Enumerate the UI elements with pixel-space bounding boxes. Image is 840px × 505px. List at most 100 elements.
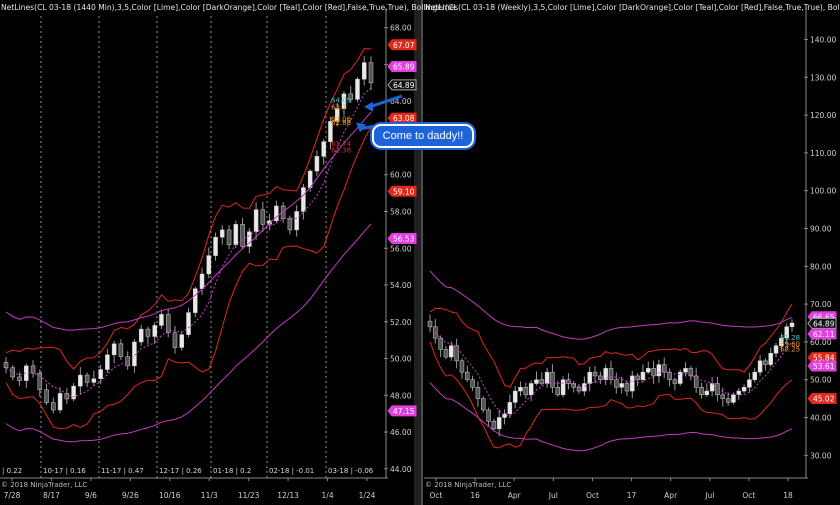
panel1-candle-body xyxy=(287,218,293,231)
panel1-candle xyxy=(301,184,306,220)
panel1-annotation-label: 62.88 xyxy=(331,119,351,127)
panel2-y-tick-label: 120.00 xyxy=(810,111,836,120)
panel1-candle-body xyxy=(165,314,171,334)
panel1-period-label: 11-17 | 0.47 xyxy=(101,467,144,475)
panel2-candle-body xyxy=(667,371,672,380)
panel1-x-tick-label: 1/4 xyxy=(322,491,334,500)
panel2-candle-body xyxy=(438,337,443,350)
panel2-candle-body xyxy=(747,379,752,388)
panel-separator xyxy=(414,0,423,505)
panel2-candle xyxy=(763,358,768,371)
panel2-y-tick-label: 140.00 xyxy=(810,35,836,44)
panel2-candle-body xyxy=(433,326,438,339)
panel1-candle-body xyxy=(361,62,367,80)
panel1-y-tick-label: 64.00 xyxy=(390,97,412,106)
panel2-x-tick-label: Jul xyxy=(548,491,558,500)
panel2-candle xyxy=(725,392,731,406)
panel1-candle xyxy=(91,370,97,386)
panel1-candle xyxy=(179,331,184,351)
panel2-candle xyxy=(438,335,443,358)
panel1-candle-body xyxy=(240,224,245,247)
panel1-candle xyxy=(186,307,191,338)
panel1-candle-body xyxy=(334,108,340,122)
panel2-candle-body xyxy=(640,371,646,380)
panel1-candle xyxy=(165,308,171,338)
panel2-candle-body xyxy=(560,379,566,396)
panel1-candle xyxy=(17,372,22,386)
panel2-candle-body xyxy=(757,360,763,373)
panel2-candle xyxy=(608,360,614,385)
panel2-candle-body xyxy=(427,320,433,328)
panel2-price-badge-label: 66.65 xyxy=(813,313,835,322)
panel2-candle xyxy=(470,375,475,392)
panel1-candle xyxy=(226,225,232,250)
panel2-candle xyxy=(752,368,757,383)
panel1-candle xyxy=(267,213,272,231)
panel1-candle xyxy=(193,286,198,318)
panel1-price-badge-shape xyxy=(387,60,417,72)
panel2-price-badge-shape xyxy=(807,317,837,329)
panel2-candle xyxy=(502,409,507,425)
panel1-candle-body xyxy=(64,393,70,400)
panel2-price-badge-shape xyxy=(807,328,837,340)
panel2-price-badge-label: 45.02 xyxy=(813,395,835,404)
panel2-candle xyxy=(747,372,752,393)
panel1-price-badge: 47.15 xyxy=(387,405,417,417)
panel2-price-badge: 45.02 xyxy=(807,393,837,405)
panel2-annotation-label: 58.25 xyxy=(780,346,800,354)
arrow-head-63.7 xyxy=(364,101,373,112)
panel1-candle-body xyxy=(91,378,97,383)
panel1-candle-body xyxy=(159,314,164,326)
panel2-candle-body xyxy=(507,402,513,414)
panel2-candle xyxy=(757,355,763,377)
panel2-candle xyxy=(709,376,715,397)
panel2-price-badge: 64.89 xyxy=(807,317,837,329)
panel1-price-badge: 56.53 xyxy=(387,233,417,245)
panel2-annotation-label: 59.60 xyxy=(780,340,800,348)
panel1-candle-body xyxy=(111,343,117,356)
panel1-candle-body xyxy=(294,211,299,231)
panel1-y-tick-label: 50.00 xyxy=(390,355,412,364)
panel2-candle xyxy=(528,380,534,402)
panel2-x-tick-label: 17 xyxy=(627,491,637,500)
panel2-candle xyxy=(768,347,773,367)
panel1-title: NetLines(CL 03-18 (1440 Min),3,5,Color [… xyxy=(1,3,458,12)
panel1-x-tick-label: 11/3 xyxy=(201,491,218,500)
panel1-candle xyxy=(328,116,333,150)
panel1-candle-body xyxy=(57,393,63,411)
panel2-candle xyxy=(486,407,491,427)
panel1-price-badge-shape xyxy=(387,39,417,51)
panel1-candle-body xyxy=(71,385,76,400)
panel2-candle-body xyxy=(731,394,736,403)
panel2-annotation-label: 61.28 xyxy=(780,334,800,342)
panel1-candle xyxy=(132,339,137,373)
panel2-candle-body xyxy=(539,379,545,384)
panel2-x-tick-label: Apr xyxy=(508,491,522,500)
panel1-candle-body xyxy=(247,231,252,247)
panel1-x-tick-label: 9/26 xyxy=(122,491,139,500)
panel2-candle-body xyxy=(496,417,502,430)
panel2-candle xyxy=(779,333,784,352)
panel1-candle-body xyxy=(301,187,306,212)
panel1-candle xyxy=(334,102,340,127)
panel1-annotation-label: 63.7 xyxy=(331,104,347,112)
panel1-candle-body xyxy=(274,205,279,221)
panel2-candle xyxy=(550,364,555,394)
panel2-candle xyxy=(587,366,592,392)
panel2-candle-body xyxy=(779,337,784,346)
panel1-candle-body xyxy=(98,369,103,380)
panel2-candle-body xyxy=(555,387,561,396)
panel1-annotation-label: 63.06 xyxy=(331,115,352,123)
panel2-x-tick-label: Jul xyxy=(704,491,714,500)
panel2-candle-body xyxy=(576,387,582,392)
panel1-candle xyxy=(145,326,151,345)
panel2-y-tick-label: 100.00 xyxy=(810,187,836,196)
panel1-middle-band-line xyxy=(5,87,372,398)
panel1-price-badge: 67.07 xyxy=(387,39,417,51)
panel1-price-badge-shape xyxy=(387,405,417,417)
panel2-y-tick-label: 130.00 xyxy=(810,73,836,82)
panel2-candle xyxy=(443,345,449,360)
panel2-candle-body xyxy=(773,345,779,354)
panel2-candle xyxy=(523,382,529,399)
